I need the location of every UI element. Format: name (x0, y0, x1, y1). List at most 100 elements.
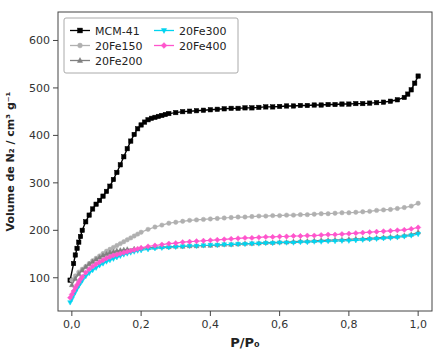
point (333, 239, 338, 243)
point (284, 104, 288, 108)
point (271, 213, 275, 217)
point (305, 103, 309, 107)
point (180, 109, 184, 113)
x-tick (418, 311, 419, 316)
point (187, 109, 191, 113)
x-tick (348, 311, 349, 316)
x-tick (141, 311, 142, 316)
point (395, 98, 399, 102)
point (395, 228, 400, 233)
point (340, 239, 345, 243)
point (90, 207, 94, 211)
point (367, 209, 371, 213)
series (67, 225, 420, 301)
point (312, 103, 316, 107)
point (229, 236, 234, 241)
point (101, 194, 105, 198)
point (257, 214, 261, 218)
y-tick-label: 500 (29, 82, 50, 95)
point (249, 235, 254, 240)
point (416, 232, 421, 236)
point (312, 233, 317, 238)
x-tick-label: 0,2 (132, 318, 150, 331)
point (159, 242, 164, 247)
point (263, 234, 268, 239)
point (326, 239, 331, 243)
point (250, 106, 254, 110)
point (291, 241, 296, 245)
point (80, 228, 84, 232)
point (354, 210, 358, 214)
point (108, 184, 112, 188)
point (208, 243, 213, 247)
point (236, 106, 240, 110)
point (312, 212, 316, 216)
point (319, 240, 324, 244)
point (69, 282, 74, 286)
point (243, 106, 247, 110)
point (406, 92, 410, 96)
data (67, 74, 420, 305)
point (367, 230, 372, 235)
point (291, 213, 295, 217)
point (257, 105, 261, 109)
point (388, 236, 393, 240)
legend-label: 20Fe150 (95, 40, 143, 53)
point (174, 220, 178, 224)
point (277, 213, 281, 217)
point (325, 232, 330, 237)
point (298, 233, 303, 238)
point (187, 218, 191, 222)
point (166, 241, 171, 246)
point (250, 242, 255, 246)
point (388, 207, 392, 211)
point (270, 234, 275, 239)
point (129, 139, 133, 143)
point (409, 226, 414, 231)
point (201, 238, 206, 243)
point (416, 201, 420, 205)
series (69, 230, 420, 287)
point (194, 218, 198, 222)
point (222, 242, 227, 246)
plot-area (58, 12, 432, 311)
point (222, 237, 227, 242)
point (346, 231, 351, 236)
legend-marker (161, 43, 167, 49)
point (381, 229, 386, 234)
y-tick (53, 40, 58, 41)
point (222, 107, 226, 111)
point (75, 246, 79, 250)
point (122, 155, 126, 159)
point (243, 242, 248, 246)
point (333, 211, 337, 215)
point (208, 243, 213, 247)
legend-marker (161, 29, 166, 34)
point (236, 241, 241, 245)
y-tick (53, 135, 58, 136)
point (361, 210, 365, 214)
legend-label: 20Fe400 (179, 40, 227, 53)
point (194, 239, 199, 244)
point (208, 108, 212, 112)
point (201, 217, 205, 221)
x-tick (279, 311, 280, 316)
point (215, 243, 220, 247)
point (215, 107, 219, 111)
point (215, 237, 220, 242)
point (402, 227, 407, 232)
point (160, 223, 164, 227)
point (80, 274, 85, 279)
y-axis-label: Volume de N₂ / cm³ g⁻¹ (4, 91, 17, 231)
point (416, 225, 421, 230)
point (402, 205, 406, 209)
point (298, 103, 302, 107)
point (381, 208, 385, 212)
point (215, 216, 219, 220)
point (381, 100, 385, 104)
point (346, 239, 351, 243)
y-tick (53, 277, 58, 278)
point (319, 232, 324, 237)
point (360, 238, 365, 242)
point (132, 132, 136, 136)
